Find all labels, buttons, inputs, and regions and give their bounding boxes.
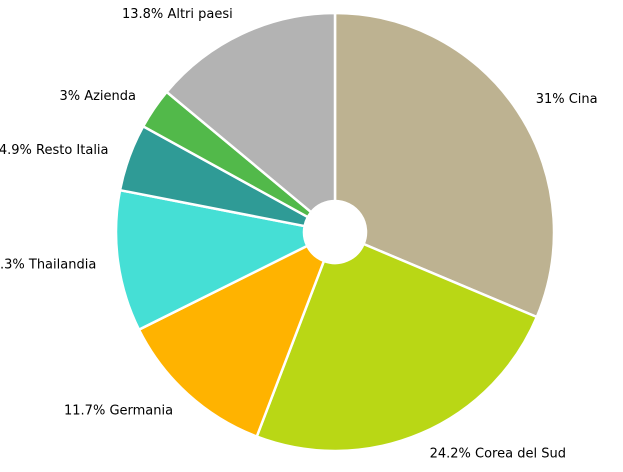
slice-label: 31% Cina bbox=[536, 91, 598, 106]
slice-value-label: 13.8% bbox=[122, 6, 163, 21]
slice-value-label: 3% bbox=[59, 89, 80, 104]
pie-slice bbox=[255, 242, 539, 453]
pie-slice bbox=[114, 188, 309, 332]
slice-label: 13.8% Altri paesi bbox=[122, 6, 233, 21]
slice-category-label: Resto Italia bbox=[36, 142, 109, 157]
slice-value-label: 11.7% bbox=[64, 403, 105, 418]
pie-slice bbox=[137, 244, 326, 439]
slice-label: 11.7% Germania bbox=[64, 403, 173, 418]
slice-category-label: Altri paesi bbox=[167, 6, 232, 21]
pie-slice bbox=[164, 11, 337, 214]
slice-category-label: Azienda bbox=[84, 89, 136, 104]
pie-slice bbox=[333, 11, 556, 319]
slice-category-label: Thailandia bbox=[28, 257, 96, 272]
slice-category-label: Cina bbox=[569, 91, 598, 106]
slice-label: 24.2% Corea del Sud bbox=[430, 446, 566, 461]
slice-value-label: 31% bbox=[536, 91, 565, 106]
slice-category-label: Germania bbox=[109, 403, 173, 418]
slice-value-label: 4.9% bbox=[0, 142, 32, 157]
slice-value-label: 10.3% bbox=[0, 257, 25, 272]
slice-category-label: Corea del Sud bbox=[475, 446, 566, 461]
slice-value-label: 24.2% bbox=[430, 446, 471, 461]
slice-label: 3% Azienda bbox=[59, 89, 136, 104]
slice-label: 4.9% Resto Italia bbox=[0, 142, 109, 157]
slice-label: 10.3% Thailandia bbox=[0, 257, 96, 272]
